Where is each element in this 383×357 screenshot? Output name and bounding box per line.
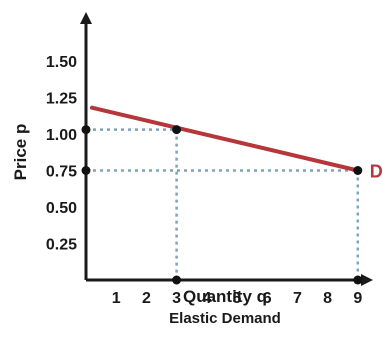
x-axis-marker [172, 275, 182, 285]
demand-curve-label: D [370, 162, 383, 182]
tick-labels: 1 2 3 4 5 6 7 8 9 0.25 0.50 0.75 1.00 1.25 1.50 [46, 54, 362, 307]
y-axis-title: Price p [11, 124, 30, 181]
highlight-points [81, 125, 363, 285]
data-point [353, 166, 363, 175]
y-tick-label: 1.50 [46, 54, 77, 71]
x-axis-marker [353, 275, 363, 285]
x-axis-title: Quantity q [183, 287, 267, 306]
chart-caption: Elastic Demand [169, 310, 281, 327]
series: D [90, 105, 383, 182]
y-tick-label: 0.25 [46, 237, 77, 254]
x-axis-arrowhead [361, 274, 373, 286]
y-axis-arrowhead [80, 12, 92, 24]
y-tick-label: 0.50 [46, 200, 77, 217]
x-tick-label: 6 [263, 290, 272, 307]
x-tick-label: 2 [142, 290, 151, 307]
x-tick-label: 9 [353, 290, 362, 307]
data-point [172, 125, 182, 135]
y-axis-marker [81, 166, 91, 175]
x-tick-label: 7 [293, 290, 302, 307]
y-axis-marker [81, 125, 91, 135]
x-tick-label: 1 [112, 290, 121, 307]
guide-lines [86, 128, 360, 280]
y-tick-label: 0.75 [46, 164, 77, 181]
axes [80, 12, 373, 286]
x-tick-label: 5 [233, 290, 242, 307]
x-tick-label: 8 [323, 290, 332, 307]
y-tick-label: 1.00 [46, 127, 77, 144]
demand-curve [90, 105, 360, 173]
y-tick-label: 1.25 [46, 91, 77, 108]
x-tick-label: 4 [202, 290, 211, 307]
x-tick-label: 3 [172, 290, 181, 307]
